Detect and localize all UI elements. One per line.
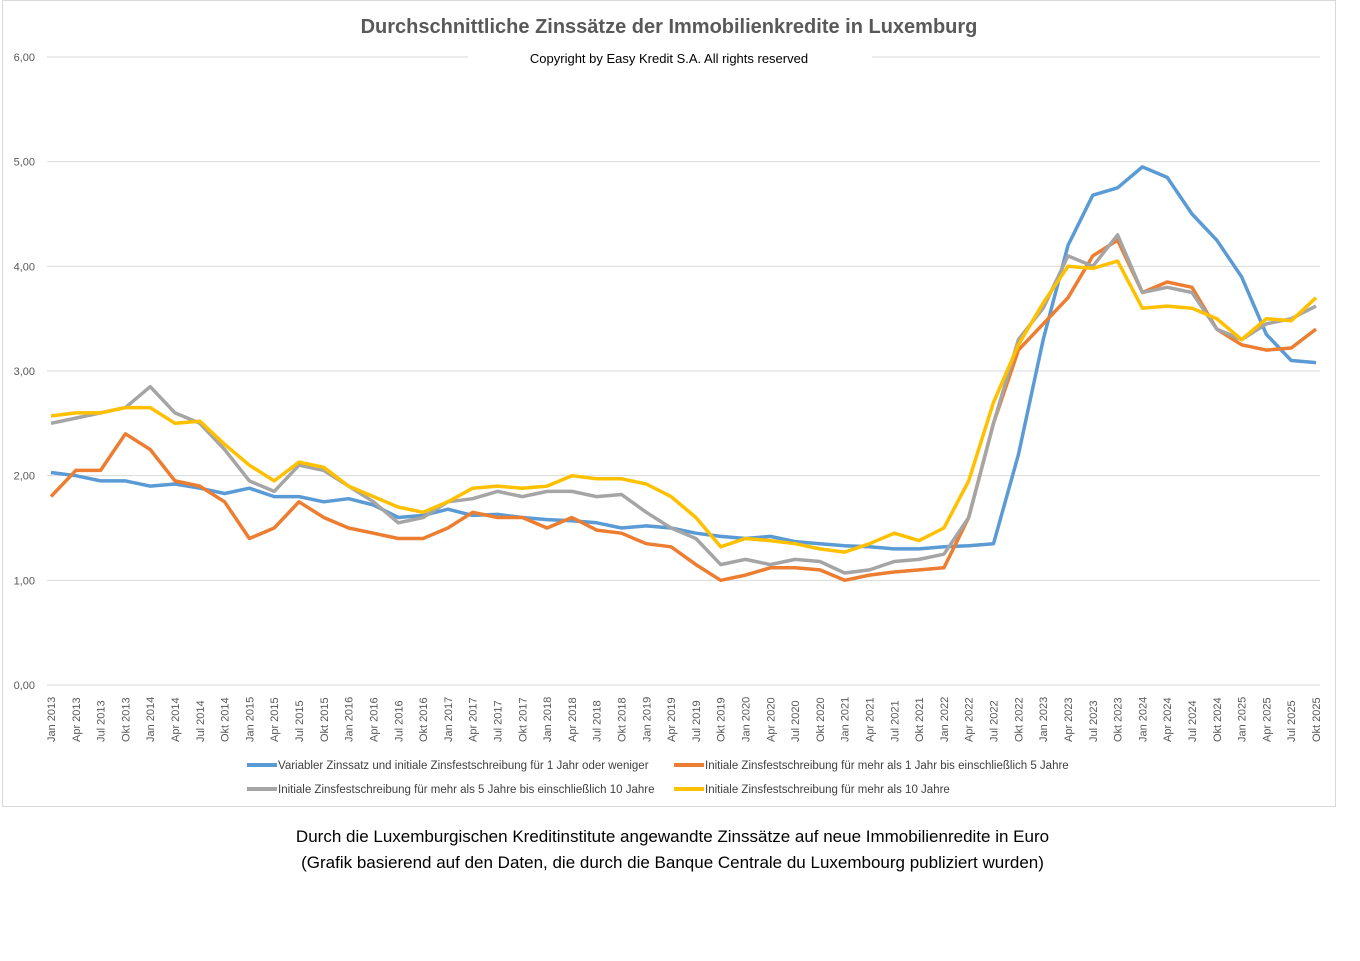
x-tick-label: Apr 2024: [1162, 697, 1174, 742]
x-tick-label: Apr 2023: [1063, 697, 1075, 742]
x-tick-label: Okt 2016: [418, 697, 430, 742]
legend-label: Initiale Zinsfestschreibung für mehr als…: [705, 760, 1069, 772]
legend-label: Initiale Zinsfestschreibung für mehr als…: [705, 784, 950, 796]
x-tick-label: Jan 2017: [443, 697, 455, 742]
caption-line-1: Durch die Luxemburgischen Kreditinstitut…: [295, 827, 1050, 846]
x-tick-label: Jul 2022: [989, 700, 1001, 742]
x-tick-label: Apr 2025: [1261, 697, 1273, 742]
x-tick-label: Okt 2015: [319, 697, 331, 742]
x-tick-label: Okt 2023: [1113, 697, 1125, 742]
series-line: [50, 259, 1318, 554]
series-line: [50, 165, 1317, 551]
x-tick-label: Okt 2024: [1212, 697, 1224, 742]
x-tick-label: Jan 2023: [1038, 697, 1050, 742]
x-tick-label: Apr 2018: [567, 697, 579, 742]
x-tick-label: Apr 2016: [368, 697, 380, 742]
y-tick-label: 1,00: [14, 575, 35, 587]
x-tick-label: Jan 2021: [840, 697, 852, 742]
x-tick-label: Jan 2022: [939, 697, 951, 742]
x-tick-label: Okt 2021: [914, 697, 926, 742]
y-tick-label: 6,00: [14, 52, 35, 64]
legend-label: Variabler Zinssatz und initiale Zinsfest…: [278, 760, 649, 772]
x-tick-label: Jul 2013: [96, 700, 108, 742]
y-tick-label: 5,00: [14, 157, 35, 169]
chart-frame: [2, 0, 1336, 807]
x-tick-label: Okt 2025: [1311, 697, 1323, 742]
x-tick-label: Jul 2025: [1286, 700, 1298, 742]
y-tick-label: 2,00: [14, 471, 35, 483]
x-tick-label: Jul 2024: [1187, 700, 1199, 742]
x-tick-label: Jan 2019: [641, 697, 653, 742]
x-tick-label: Jan 2024: [1137, 697, 1149, 742]
x-tick-label: Okt 2014: [220, 697, 232, 742]
x-tick-label: Okt 2022: [1013, 697, 1025, 742]
y-tick-label: 3,00: [14, 366, 35, 378]
legend-label: Initiale Zinsfestschreibung für mehr als…: [278, 784, 655, 796]
series-line: [50, 233, 1317, 575]
x-tick-label: Jul 2014: [195, 700, 207, 742]
x-tick-label: Apr 2017: [468, 697, 480, 742]
x-tick-label: Jul 2018: [592, 700, 604, 742]
x-tick-label: Jan 2016: [344, 697, 356, 742]
x-tick-label: Apr 2020: [765, 697, 777, 742]
x-tick-label: Apr 2022: [964, 697, 976, 742]
x-tick-label: Apr 2015: [269, 697, 281, 742]
x-tick-label: Jul 2021: [889, 700, 901, 742]
x-tick-label: Jan 2025: [1237, 697, 1249, 742]
y-tick-label: 0,00: [14, 680, 35, 692]
x-tick-label: Jul 2020: [790, 700, 802, 742]
x-tick-label: Jul 2016: [393, 700, 405, 742]
x-tick-label: Apr 2021: [865, 697, 877, 742]
x-tick-label: Apr 2013: [71, 697, 83, 742]
x-tick-label: Jan 2018: [542, 697, 554, 742]
x-tick-label: Okt 2019: [716, 697, 728, 742]
y-tick-label: 4,00: [14, 261, 35, 273]
chart-title: Durchschnittliche Zinssätze der Immobili…: [361, 16, 978, 38]
x-tick-label: Jul 2015: [294, 700, 306, 742]
x-tick-label: Jul 2017: [492, 700, 504, 742]
line-chart: Durchschnittliche Zinssätze der Immobili…: [14, 16, 1323, 796]
x-tick-label: Okt 2017: [517, 697, 529, 742]
x-tick-label: Jan 2013: [46, 697, 58, 742]
chart-subtitle: Copyright by Easy Kredit S.A. All rights…: [530, 51, 808, 66]
x-tick-label: Apr 2019: [666, 697, 678, 742]
x-tick-label: Apr 2014: [170, 697, 182, 742]
x-tick-label: Okt 2020: [815, 697, 827, 742]
x-tick-label: Jan 2014: [145, 697, 157, 742]
x-tick-label: Jan 2015: [244, 697, 256, 742]
x-tick-label: Okt 2013: [120, 697, 132, 742]
x-tick-label: Okt 2018: [616, 697, 628, 742]
caption-line-2: (Grafik basierend auf den Daten, die dur…: [301, 853, 1044, 872]
x-tick-label: Jul 2019: [691, 700, 703, 742]
x-tick-label: Jan 2020: [741, 697, 753, 742]
x-tick-label: Jul 2023: [1088, 700, 1100, 742]
